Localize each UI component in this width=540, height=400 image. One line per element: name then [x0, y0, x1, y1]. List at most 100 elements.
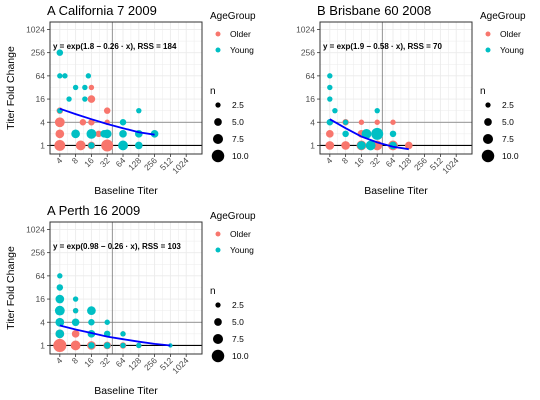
legend-size-key	[215, 302, 220, 307]
data-point	[390, 120, 395, 125]
x-tick-label: 4	[54, 155, 65, 166]
data-point	[118, 141, 128, 151]
data-point	[135, 142, 143, 150]
data-point	[104, 342, 111, 349]
legend-color-key	[216, 248, 221, 253]
data-point	[73, 296, 78, 301]
x-tick-label: 4	[324, 155, 335, 166]
data-point	[55, 318, 64, 327]
y-tick-label: 256	[31, 48, 45, 58]
legend-color-label: Older	[230, 29, 251, 39]
legend-color-label: Young	[230, 45, 254, 55]
data-point	[73, 85, 78, 90]
fit-annotation: y = exp(1.9 − 0.58 · x), RSS = 70	[323, 42, 443, 51]
data-point	[66, 96, 71, 101]
y-tick-label: 256	[31, 248, 45, 258]
data-point	[88, 142, 95, 149]
y-tick-label: 16	[36, 94, 46, 104]
y-tick-label: 4	[40, 317, 45, 327]
legend-size-key	[212, 150, 224, 162]
data-point	[55, 295, 64, 304]
data-point	[375, 120, 380, 125]
x-tick-label: 128	[126, 355, 143, 372]
panel-title: A California 7 2009	[47, 3, 157, 18]
x-tick-label: 8	[70, 155, 81, 166]
legend-color-key	[486, 48, 491, 53]
legend-size-label: 5.0	[232, 117, 244, 127]
legend-size-key	[213, 334, 223, 344]
data-point	[371, 128, 383, 140]
data-point	[71, 341, 81, 351]
y-tick-label: 1	[40, 340, 45, 350]
panel-title: A Perth 16 2009	[47, 203, 140, 218]
x-axis-title: Baseline Titer	[94, 185, 158, 197]
x-tick-label: 64	[114, 155, 128, 169]
data-point	[86, 73, 91, 78]
y-tick-label: 1	[40, 140, 45, 150]
data-point	[82, 85, 87, 90]
y-tick-label: 1024	[26, 24, 45, 34]
legend-color-key	[486, 32, 491, 37]
x-tick-label: 16	[82, 355, 96, 369]
data-point	[88, 342, 95, 349]
data-point	[327, 96, 332, 101]
fit-annotation: y = exp(0.98 − 0.26 · x), RSS = 103	[53, 242, 181, 251]
legend-color-label: Young	[230, 245, 254, 255]
data-point	[57, 73, 62, 78]
data-point	[87, 129, 97, 139]
y-tick-label: 4	[40, 117, 45, 127]
legend-size-key	[215, 102, 220, 107]
legend: AgeGroup Older Young n 2.5 5.0 7.5 10.0	[210, 11, 256, 162]
x-tick-label: 32	[368, 155, 382, 169]
data-point	[57, 284, 64, 291]
legend-size-key	[212, 350, 224, 362]
y-tick-label: 256	[301, 48, 315, 58]
x-tick-label: 32	[98, 155, 112, 169]
data-point	[327, 73, 332, 78]
panel-title: B Brisbane 60 2008	[317, 3, 431, 18]
panel-2: B Brisbane 60 2008 y = exp(1.9 − 0.58 · x…	[296, 3, 526, 197]
y-tick-label: 64	[306, 71, 316, 81]
y-tick-label: 4	[310, 117, 315, 127]
panel-1: A California 7 2009y = exp(1.8 − 0.26 · …	[5, 3, 256, 197]
legend-color-label: Older	[500, 29, 521, 39]
data-point	[120, 331, 125, 336]
x-tick-label: 1024	[170, 155, 191, 176]
data-point	[105, 320, 110, 325]
data-point	[332, 108, 337, 113]
legend-size-label: 7.5	[232, 334, 244, 344]
legend-size-label: 2.5	[232, 100, 244, 110]
data-point	[120, 343, 125, 348]
y-tick-label: 1	[310, 140, 315, 150]
data-point	[55, 330, 64, 339]
y-axis-title: Titer Fold Change	[5, 46, 17, 130]
x-tick-label: 16	[352, 155, 366, 169]
data-point	[88, 95, 96, 103]
data-point	[357, 141, 366, 150]
y-tick-label: 16	[306, 94, 316, 104]
x-tick-label: 64	[114, 355, 128, 369]
legend-size-key	[483, 134, 493, 144]
data-point	[136, 108, 141, 113]
legend-size-label: 10.0	[502, 151, 519, 161]
data-point	[73, 308, 78, 313]
data-point	[120, 119, 127, 126]
legend-size-key	[214, 118, 222, 126]
data-point	[103, 130, 112, 139]
data-point	[343, 120, 348, 125]
data-point	[325, 141, 334, 150]
data-point	[54, 140, 65, 151]
data-point	[72, 330, 80, 338]
y-tick-label: 1024	[296, 24, 315, 34]
data-point	[82, 96, 87, 101]
x-tick-label: 32	[98, 355, 112, 369]
y-tick-label: 64	[36, 71, 46, 81]
data-point	[55, 130, 64, 139]
legend: AgeGroup Older Young n 2.5 5.0 7.5 10.0	[210, 211, 256, 362]
x-tick-label: 128	[126, 155, 143, 172]
x-tick-label: 8	[70, 355, 81, 366]
data-point	[57, 273, 62, 278]
data-point	[119, 130, 127, 138]
legend-size-label: 7.5	[232, 134, 244, 144]
data-point	[80, 119, 87, 126]
